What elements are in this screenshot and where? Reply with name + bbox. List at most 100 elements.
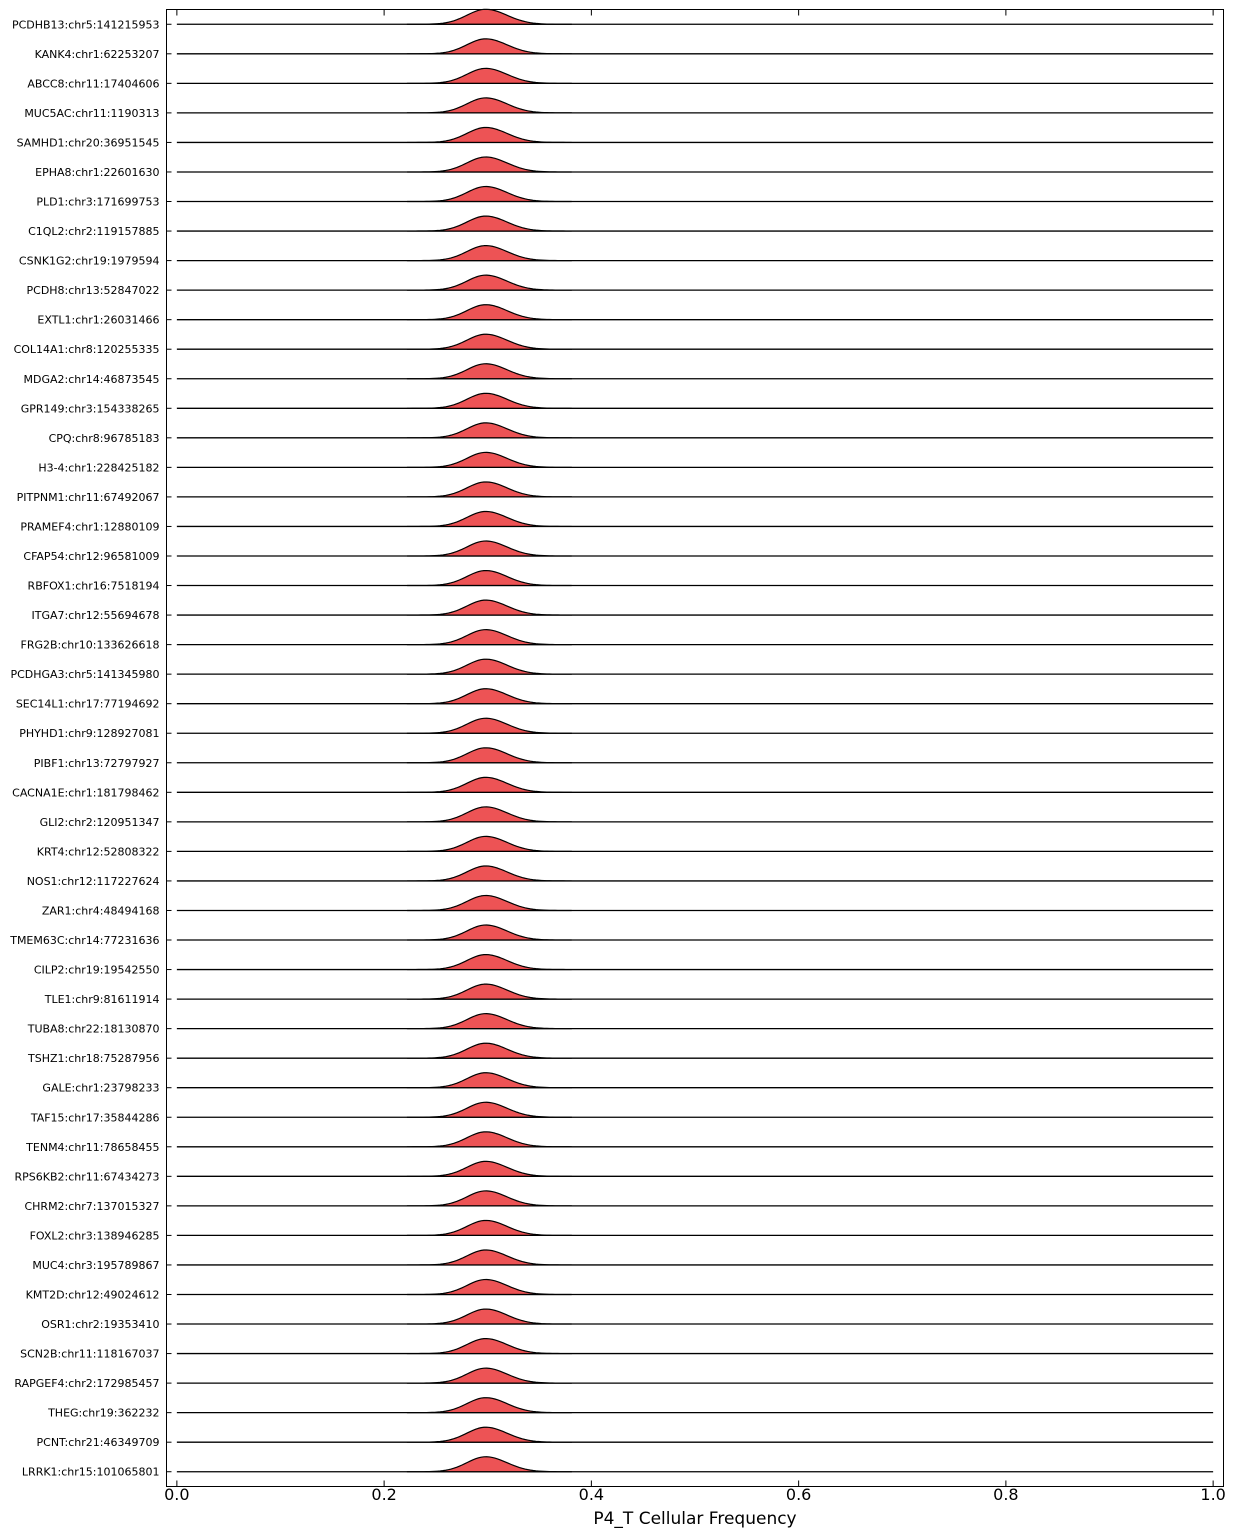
ridge-density [406, 1426, 573, 1443]
ridge-row [166, 156, 1214, 173]
ridge-density [406, 1219, 573, 1237]
y-tick-label: PITPNM1:chr11:67492067 [17, 491, 160, 504]
y-tick-label: TENM4:chr11:78658455 [25, 1141, 159, 1154]
y-tick-label: TLE1:chr9:81611914 [44, 993, 160, 1006]
ridge-density [406, 658, 573, 675]
ridge-row [166, 1042, 1214, 1059]
ridge-row [166, 569, 1214, 587]
ridge-row [166, 1160, 1214, 1177]
ridge-row [166, 392, 1214, 409]
y-tick-label: SAMHD1:chr20:36951545 [17, 136, 160, 149]
y-tick-label: SCN2B:chr11:118167037 [20, 1348, 159, 1361]
ridge-row [166, 422, 1214, 439]
ridge-density [406, 1337, 573, 1355]
ridge-row [166, 1072, 1214, 1089]
y-tick-label: ABCC8:chr11:17404606 [27, 77, 159, 90]
ridge-row [166, 599, 1214, 616]
y-tick-label: CHRM2:chr7:137015327 [24, 1200, 159, 1213]
ridge-density [406, 363, 573, 380]
ridge-density [406, 1367, 573, 1384]
y-tick-label: KRT4:chr12:52808322 [37, 845, 160, 858]
y-tick-label: CSNK1G2:chr19:1979594 [19, 255, 160, 268]
ridge-row [166, 865, 1214, 882]
ridge-density [406, 1308, 573, 1325]
ridge-row [166, 924, 1214, 941]
ridge-row [166, 1397, 1214, 1414]
ridge-row [166, 747, 1214, 764]
ridge-density [406, 1072, 573, 1089]
y-tick-label: TMEM63C:chr14:77231636 [9, 934, 159, 947]
ridge-row [166, 1190, 1214, 1207]
y-tick-label: RBFOX1:chr16:7518194 [28, 580, 160, 593]
y-tick-label: FRG2B:chr10:133626618 [21, 639, 160, 652]
x-tick-label: 0.2 [371, 1485, 396, 1504]
plot-frame [166, 9, 1224, 1487]
ridge-density [406, 688, 573, 705]
y-tick-label: GPR149:chr3:154338265 [21, 402, 160, 415]
ridge-row [166, 1013, 1214, 1030]
y-tick-label: PIBF1:chr13:72797927 [34, 757, 160, 770]
y-tick-label: TSHZ1:chr18:75287956 [27, 1052, 159, 1065]
y-tick-label: SEC14L1:chr17:77194692 [16, 698, 160, 711]
ridge-density [406, 304, 573, 321]
ridge-density [406, 451, 573, 468]
y-tick-label: PLD1:chr3:171699753 [36, 196, 159, 209]
ridge-density [406, 215, 573, 232]
y-tick-label: FOXL2:chr3:138946285 [30, 1229, 160, 1242]
ridge-density [406, 392, 573, 409]
y-tick-label: CPQ:chr8:96785183 [49, 432, 160, 445]
y-tick-label: PHYHD1:chr9:128927081 [19, 727, 159, 740]
y-tick-label: RAPGEF4:chr2:172985457 [14, 1377, 159, 1390]
ridge-row [166, 1456, 1214, 1473]
y-tick-label: ITGA7:chr12:55694678 [32, 609, 160, 622]
ridge-row [166, 304, 1214, 321]
ridge-row [166, 1101, 1214, 1118]
ridge-density [406, 185, 573, 203]
ridge-density [406, 1101, 573, 1118]
x-tick-label: 0.4 [579, 1485, 604, 1504]
ridge-row [166, 97, 1214, 114]
ridge-row [166, 510, 1214, 528]
ridge-row [166, 185, 1214, 203]
y-tick-label: GLI2:chr2:120951347 [40, 816, 160, 829]
ridge-density [406, 97, 573, 114]
ridge-row [166, 67, 1214, 84]
ridge-density [406, 540, 573, 557]
ridge-density [406, 38, 573, 55]
ridge-density [406, 569, 573, 587]
ridges-layer [166, 8, 1214, 1473]
ridge-density [406, 481, 573, 498]
ridge-density [406, 953, 573, 971]
ridge-row [166, 215, 1214, 232]
y-tick-label: NOS1:chr12:117227624 [27, 875, 160, 888]
y-tick-label: MUC4:chr3:195789867 [32, 1259, 159, 1272]
ridge-density [406, 1013, 573, 1030]
ridge-row [166, 688, 1214, 705]
y-tick-label: EPHA8:chr1:22601630 [35, 166, 159, 179]
y-tick-label: CILP2:chr19:19542550 [34, 964, 160, 977]
ridge-density [406, 422, 573, 439]
y-tick-label: TUBA8:chr22:18130870 [27, 1023, 160, 1036]
y-tick-label: CACNA1E:chr1:181798462 [12, 786, 159, 799]
y-tick-label: PCDHGA3:chr5:141345980 [10, 668, 159, 681]
x-tick-label: 1.0 [1200, 1485, 1225, 1504]
ridge-row [166, 38, 1214, 55]
ridge-density [406, 1397, 573, 1414]
ridge-density [406, 67, 573, 84]
ridge-density [406, 1160, 573, 1177]
y-tick-label: ZAR1:chr4:48494168 [42, 904, 160, 917]
y-tick-label: THEG:chr19:362232 [47, 1407, 159, 1420]
y-tick-label: GALE:chr1:23798233 [42, 1082, 159, 1095]
ridge-row [166, 1249, 1214, 1266]
y-tick-label: PRAMEF4:chr1:12880109 [20, 520, 159, 533]
ridge-density [406, 1131, 573, 1148]
ridge-density [406, 776, 573, 793]
ridge-density [406, 1278, 573, 1296]
ridge-row [166, 776, 1214, 793]
ridge-row [166, 658, 1214, 675]
ridge-density [406, 1249, 573, 1266]
ridge-row [166, 629, 1214, 646]
y-tick-label: PCDH8:chr13:52847022 [27, 284, 160, 297]
